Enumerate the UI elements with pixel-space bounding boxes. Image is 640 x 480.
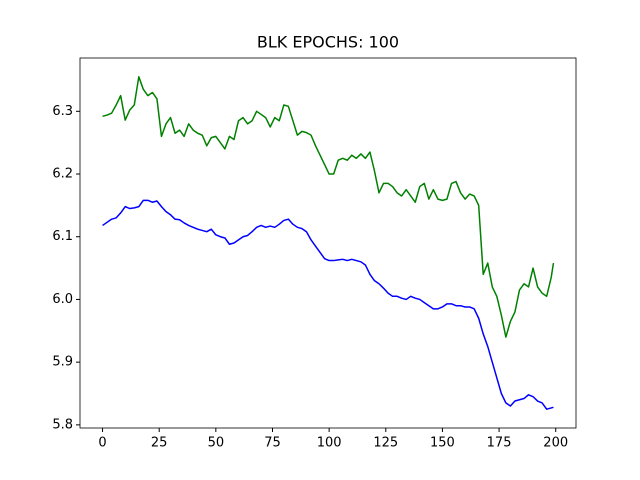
y-tick-label: 6.2 — [52, 167, 73, 182]
y-tick-label: 6.0 — [52, 292, 73, 307]
series-line — [102, 76, 555, 338]
x-tick-label: 125 — [373, 436, 398, 451]
x-tick-label: 50 — [208, 436, 225, 451]
y-tick-label: 5.8 — [52, 417, 73, 432]
chart-title: BLK EPOCHS: 100 — [257, 33, 399, 52]
x-tick-label: 25 — [151, 436, 168, 451]
plot-frame — [79, 57, 577, 429]
x-tick-label: 150 — [430, 436, 455, 451]
y-tick-label: 6.1 — [52, 229, 73, 244]
x-tick-label: 0 — [98, 436, 106, 451]
x-tick-label: 100 — [317, 436, 342, 451]
y-tick-label: 6.3 — [52, 104, 73, 119]
x-tick-label: 75 — [264, 436, 281, 451]
y-tick-label: 5.9 — [52, 355, 73, 370]
series-line — [102, 199, 554, 410]
x-tick-label: 175 — [487, 436, 512, 451]
x-tick-label: 200 — [543, 436, 568, 451]
